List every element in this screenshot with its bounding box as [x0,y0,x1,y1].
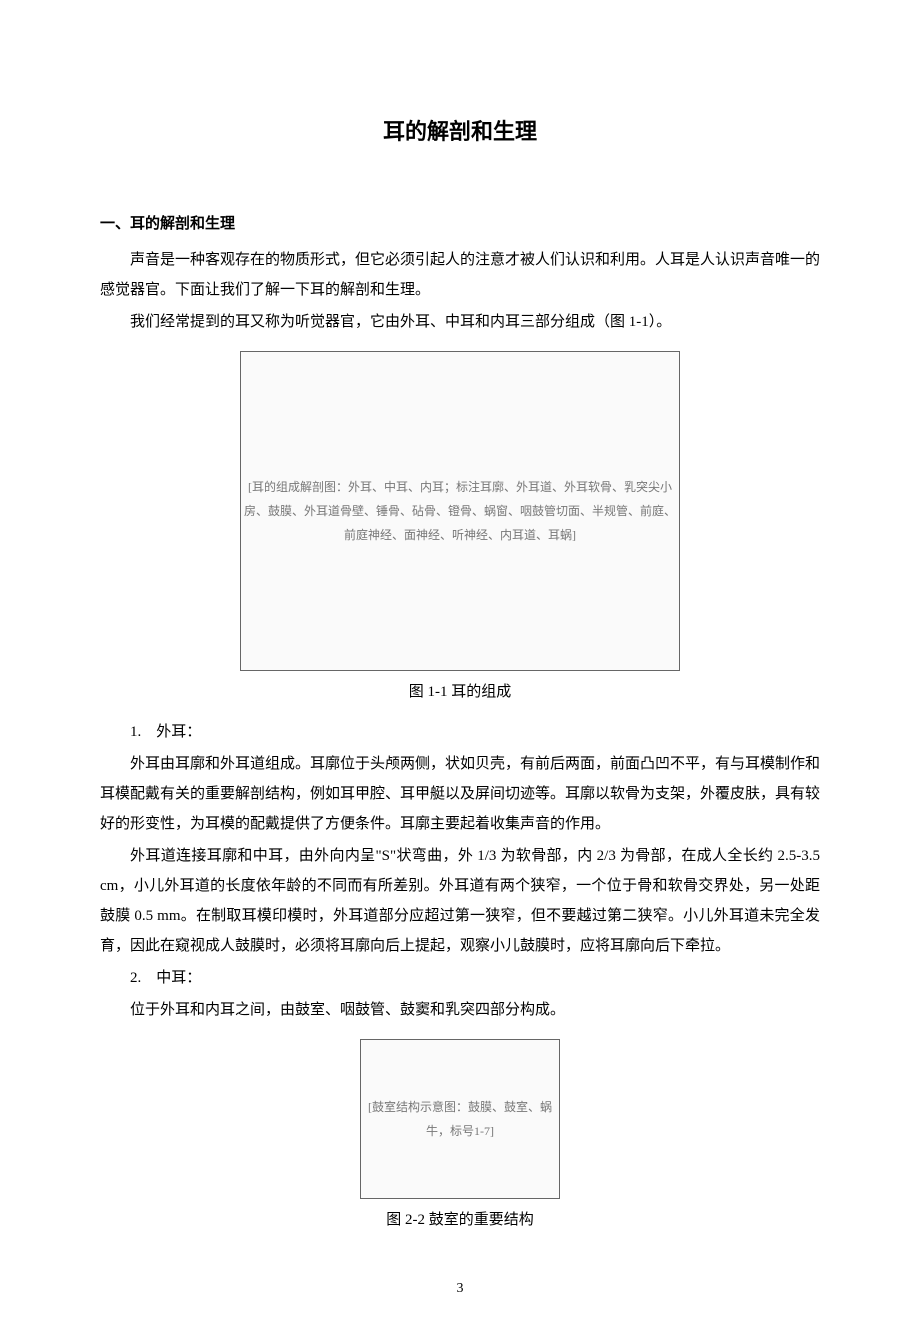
figure-1-image: [耳的组成解剖图：外耳、中耳、内耳；标注耳廓、外耳道、外耳软骨、乳突尖小房、鼓膜… [240,351,680,671]
item-1-para-1: 外耳由耳廓和外耳道组成。耳廓位于头颅两侧，状如贝壳，有前后两面，前面凸凹不平，有… [100,749,820,839]
figure-1-block: [耳的组成解剖图：外耳、中耳、内耳；标注耳廓、外耳道、外耳软骨、乳突尖小房、鼓膜… [100,351,820,707]
figure-2-block: [鼓室结构示意图：鼓膜、鼓室、蜗牛，标号1-7] 图 2-2 鼓室的重要结构 [100,1039,820,1235]
figure-2-caption: 图 2-2 鼓室的重要结构 [100,1205,820,1235]
figure-2-image: [鼓室结构示意图：鼓膜、鼓室、蜗牛，标号1-7] [360,1039,560,1199]
section-1-heading: 一、耳的解剖和生理 [100,209,820,239]
section-1-para-1: 声音是一种客观存在的物质形式，但它必须引起人的注意才被人们认识和利用。人耳是人认… [100,245,820,305]
item-2-para-1: 位于外耳和内耳之间，由鼓室、咽鼓管、鼓窦和乳突四部分构成。 [100,995,820,1025]
item-1-label: 1. 外耳： [100,717,820,747]
page-number: 3 [100,1275,820,1303]
item-1-para-2: 外耳道连接耳廓和中耳，由外向内呈"S"状弯曲，外 1/3 为软骨部，内 2/3 … [100,841,820,961]
figure-1-caption: 图 1-1 耳的组成 [100,677,820,707]
document-title: 耳的解剖和生理 [100,110,820,154]
section-1-para-2: 我们经常提到的耳又称为听觉器官，它由外耳、中耳和内耳三部分组成（图 1-1）。 [100,307,820,337]
item-2-label: 2. 中耳： [100,963,820,993]
